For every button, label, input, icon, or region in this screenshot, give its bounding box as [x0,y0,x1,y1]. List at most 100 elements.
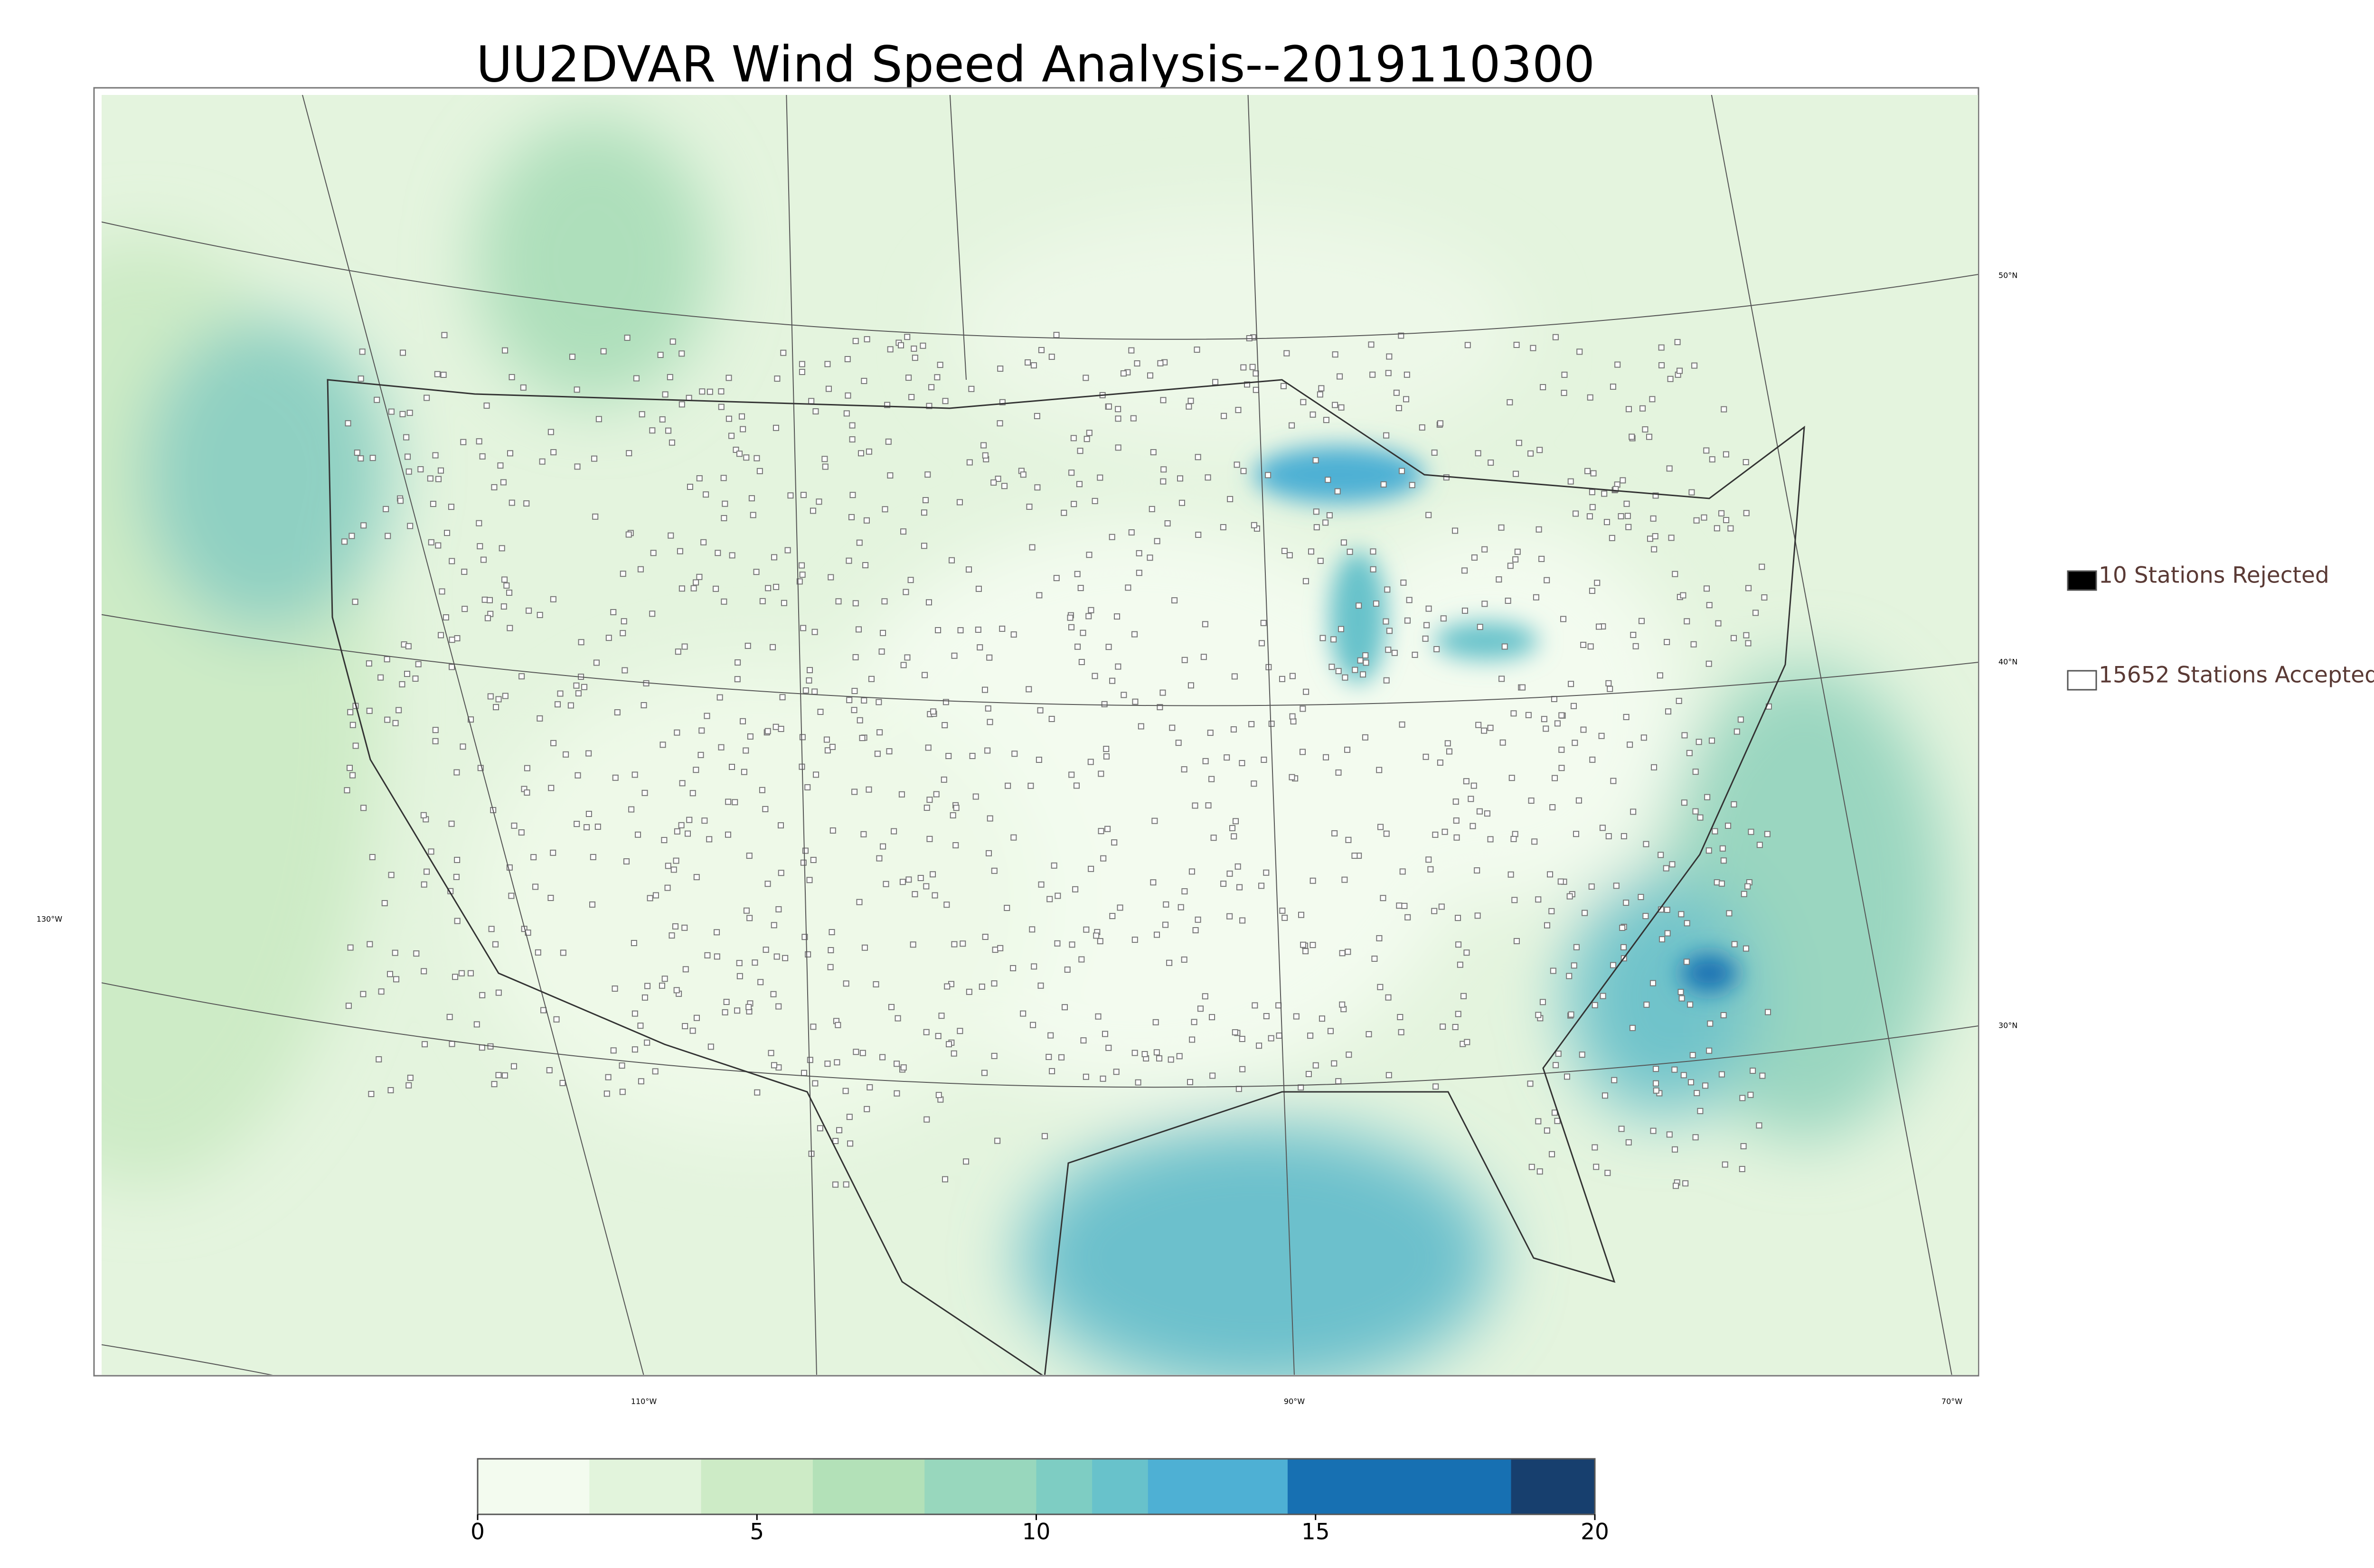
wind-field [102,119,1947,1375]
station [807,1057,813,1063]
station [1610,384,1616,390]
station [1231,833,1237,840]
station [1077,448,1083,454]
station [912,355,918,361]
station [874,751,881,757]
station [810,507,816,514]
station [559,1080,566,1086]
station [1400,579,1407,586]
station [672,923,678,930]
station [853,1049,859,1055]
station [799,734,806,741]
station [747,733,754,740]
station [1595,623,1602,630]
colorbar: 0 5 10 15 20 [471,1458,1609,1545]
station [725,798,732,805]
station [1555,1051,1562,1057]
station [1674,339,1681,346]
station [763,947,769,953]
station [678,822,685,828]
station [641,789,648,796]
station [1714,525,1720,532]
latitude-label: 40°N [1998,657,2017,667]
station [1630,631,1637,638]
station [548,785,555,791]
station [454,635,461,641]
station [836,1127,843,1134]
station [574,821,580,827]
station [428,539,434,545]
station [1512,831,1518,837]
station [693,767,699,773]
station [1083,375,1089,381]
station [488,926,495,932]
station [888,1004,895,1010]
station [1125,584,1131,591]
station [734,1007,741,1014]
station [1603,519,1610,526]
station [800,492,807,498]
station [1505,597,1511,604]
station [1220,881,1227,887]
station [864,1106,870,1112]
station [743,907,750,914]
station [347,944,354,951]
station [352,599,358,605]
station [1707,1020,1714,1027]
station [1573,831,1580,837]
station [479,1044,485,1051]
station [980,442,987,449]
station [1432,831,1439,838]
station [354,450,360,456]
station [1750,1067,1756,1074]
station [1036,592,1043,599]
station [1289,774,1295,780]
station [550,849,556,856]
station [718,744,725,751]
station [678,350,685,357]
station [1618,1126,1625,1132]
station [1176,1053,1183,1060]
station [1474,912,1481,919]
station [1313,508,1319,515]
station [1130,415,1137,422]
station [1083,436,1090,442]
station [1342,674,1348,681]
station [908,394,915,400]
station [421,881,427,888]
station [1741,891,1747,897]
station [799,572,806,578]
graticule-labels: 50°N 40°N 30°N 130°W 110°W 90°W 70°W [37,271,2018,1406]
station [714,929,720,936]
station [1566,973,1573,979]
station [1151,817,1158,824]
station [1074,643,1081,650]
station [1383,618,1389,625]
station [951,652,958,659]
station [848,514,855,520]
station [1764,1009,1771,1015]
station [1062,1004,1068,1011]
station [817,709,824,715]
station [741,769,747,775]
station [1384,586,1391,593]
station [829,743,836,750]
station [1030,362,1037,369]
station [1678,911,1685,918]
station [882,506,888,513]
station [547,894,554,901]
station [1103,753,1110,760]
station [1666,465,1673,472]
station [1279,676,1285,682]
station [476,438,482,445]
station [1657,672,1663,679]
station [1317,557,1324,564]
station [1507,871,1514,878]
station [349,722,356,728]
station [644,1039,650,1046]
station [1536,1168,1543,1175]
station [930,871,936,878]
station [397,498,404,504]
station [454,918,461,924]
station [1694,1090,1700,1097]
